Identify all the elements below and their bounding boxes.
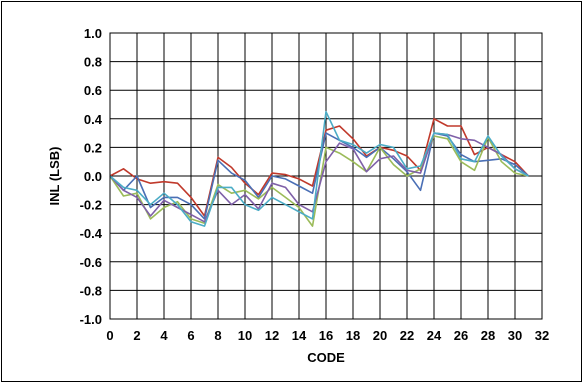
- y-tick-label: -0.6: [80, 255, 102, 270]
- series-line-5: [109, 110, 529, 227]
- x-tick-label: 8: [214, 328, 221, 343]
- y-tick-labels: 1.0 0.8 0.6 0.4 0.2 0.0 -0.2 -0.4 -0.6 -0.8 -1.0: [80, 26, 103, 327]
- x-tick-label: 28: [481, 328, 495, 343]
- y-tick-label: 0.4: [84, 112, 103, 127]
- y-tick-label: 1.0: [84, 26, 102, 41]
- y-tick-label: -0.4: [80, 226, 103, 241]
- x-tick-labels: 0 2 4 6 8 10 12 14 16 18 20 22 24 26 28 30 32: [106, 328, 549, 343]
- y-tick-label: 0.0: [84, 169, 102, 184]
- x-tick-label: 4: [160, 328, 168, 343]
- x-tick-label: 20: [373, 328, 387, 343]
- x-tick-label: 26: [454, 328, 468, 343]
- x-axis-title: CODE: [307, 350, 345, 365]
- x-tick-label: 6: [187, 328, 194, 343]
- x-tick-label: 14: [292, 328, 307, 343]
- y-axis-title: INL (LSB): [47, 147, 62, 206]
- y-tick-label: 0.6: [84, 83, 102, 98]
- x-tick-label: 0: [106, 328, 113, 343]
- y-tick-label: 0.2: [84, 140, 102, 155]
- y-tick-label: -0.8: [80, 283, 102, 298]
- x-tick-label: 12: [265, 328, 279, 343]
- series-group: [109, 110, 530, 227]
- y-tick-label: -1.0: [80, 312, 102, 327]
- x-tick-label: 18: [346, 328, 360, 343]
- x-tick-label: 10: [238, 328, 252, 343]
- x-tick-label: 24: [427, 328, 442, 343]
- series-line-1: [109, 118, 530, 217]
- y-tick-label: -0.2: [80, 198, 102, 213]
- plot-border: [109, 32, 543, 320]
- x-tick-label: 30: [508, 328, 522, 343]
- x-tick-label: 32: [535, 328, 549, 343]
- y-tick-label: 0.8: [84, 55, 102, 70]
- x-tick-label: 2: [133, 328, 140, 343]
- x-tick-label: 16: [319, 328, 333, 343]
- x-tick-label: 22: [400, 328, 414, 343]
